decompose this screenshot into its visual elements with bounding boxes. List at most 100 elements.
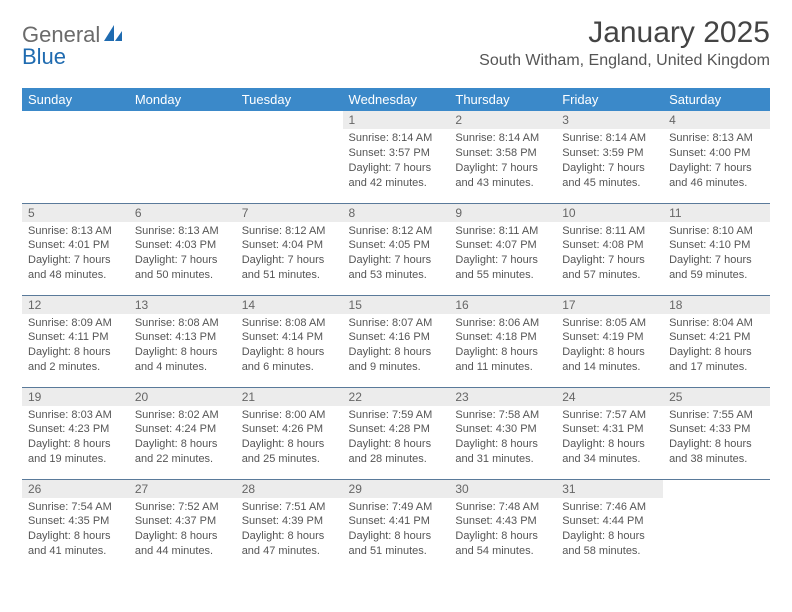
day-details: Sunrise: 7:55 AMSunset: 4:33 PMDaylight:… xyxy=(663,406,770,471)
day-details: Sunrise: 8:12 AMSunset: 4:05 PMDaylight:… xyxy=(343,222,450,287)
day-number: 5 xyxy=(22,204,129,222)
day-details: Sunrise: 7:48 AMSunset: 4:43 PMDaylight:… xyxy=(449,498,556,563)
day-number: 8 xyxy=(343,204,450,222)
brand-word-2: Blue xyxy=(22,44,66,70)
calendar-day-cell: 16Sunrise: 8:06 AMSunset: 4:18 PMDayligh… xyxy=(449,295,556,387)
day-number: 29 xyxy=(343,480,450,498)
month-title: January 2025 xyxy=(479,16,770,50)
day-details: Sunrise: 8:14 AMSunset: 3:59 PMDaylight:… xyxy=(556,129,663,194)
calendar-day-cell: 1Sunrise: 8:14 AMSunset: 3:57 PMDaylight… xyxy=(343,111,450,203)
weekday-header: Wednesday xyxy=(343,88,450,111)
day-details: Sunrise: 8:09 AMSunset: 4:11 PMDaylight:… xyxy=(22,314,129,379)
calendar-day-cell: 21Sunrise: 8:00 AMSunset: 4:26 PMDayligh… xyxy=(236,387,343,479)
day-details: Sunrise: 7:51 AMSunset: 4:39 PMDaylight:… xyxy=(236,498,343,563)
day-number: 15 xyxy=(343,296,450,314)
calendar-day-cell: 18Sunrise: 8:04 AMSunset: 4:21 PMDayligh… xyxy=(663,295,770,387)
calendar-day-cell: 13Sunrise: 8:08 AMSunset: 4:13 PMDayligh… xyxy=(129,295,236,387)
calendar-table: SundayMondayTuesdayWednesdayThursdayFrid… xyxy=(22,88,770,571)
page-header: General January 2025 South Witham, Engla… xyxy=(22,16,770,70)
calendar-day-cell: 24Sunrise: 7:57 AMSunset: 4:31 PMDayligh… xyxy=(556,387,663,479)
day-details: Sunrise: 7:52 AMSunset: 4:37 PMDaylight:… xyxy=(129,498,236,563)
calendar-week-row: 5Sunrise: 8:13 AMSunset: 4:01 PMDaylight… xyxy=(22,203,770,295)
day-details: Sunrise: 8:08 AMSunset: 4:13 PMDaylight:… xyxy=(129,314,236,379)
weekday-header: Tuesday xyxy=(236,88,343,111)
calendar-day-cell: 11Sunrise: 8:10 AMSunset: 4:10 PMDayligh… xyxy=(663,203,770,295)
day-number: 6 xyxy=(129,204,236,222)
day-details: Sunrise: 8:08 AMSunset: 4:14 PMDaylight:… xyxy=(236,314,343,379)
day-details: Sunrise: 8:13 AMSunset: 4:01 PMDaylight:… xyxy=(22,222,129,287)
calendar-day-cell xyxy=(663,479,770,571)
calendar-day-cell xyxy=(22,111,129,203)
calendar-day-cell: 7Sunrise: 8:12 AMSunset: 4:04 PMDaylight… xyxy=(236,203,343,295)
day-details: Sunrise: 8:00 AMSunset: 4:26 PMDaylight:… xyxy=(236,406,343,471)
day-details: Sunrise: 7:58 AMSunset: 4:30 PMDaylight:… xyxy=(449,406,556,471)
day-number: 28 xyxy=(236,480,343,498)
calendar-day-cell: 28Sunrise: 7:51 AMSunset: 4:39 PMDayligh… xyxy=(236,479,343,571)
day-number: 2 xyxy=(449,111,556,129)
day-number: 18 xyxy=(663,296,770,314)
weekday-header: Sunday xyxy=(22,88,129,111)
day-number: 4 xyxy=(663,111,770,129)
calendar-day-cell: 10Sunrise: 8:11 AMSunset: 4:08 PMDayligh… xyxy=(556,203,663,295)
brand-sail-icon xyxy=(102,23,124,48)
calendar-day-cell: 3Sunrise: 8:14 AMSunset: 3:59 PMDaylight… xyxy=(556,111,663,203)
calendar-day-cell: 6Sunrise: 8:13 AMSunset: 4:03 PMDaylight… xyxy=(129,203,236,295)
calendar-day-cell: 4Sunrise: 8:13 AMSunset: 4:00 PMDaylight… xyxy=(663,111,770,203)
day-number: 10 xyxy=(556,204,663,222)
calendar-day-cell: 14Sunrise: 8:08 AMSunset: 4:14 PMDayligh… xyxy=(236,295,343,387)
day-details: Sunrise: 7:49 AMSunset: 4:41 PMDaylight:… xyxy=(343,498,450,563)
day-details: Sunrise: 8:10 AMSunset: 4:10 PMDaylight:… xyxy=(663,222,770,287)
day-number: 26 xyxy=(22,480,129,498)
calendar-day-cell: 9Sunrise: 8:11 AMSunset: 4:07 PMDaylight… xyxy=(449,203,556,295)
day-number: 30 xyxy=(449,480,556,498)
location-text: South Witham, England, United Kingdom xyxy=(479,52,770,70)
day-number: 14 xyxy=(236,296,343,314)
day-details: Sunrise: 8:12 AMSunset: 4:04 PMDaylight:… xyxy=(236,222,343,287)
day-details: Sunrise: 8:14 AMSunset: 3:57 PMDaylight:… xyxy=(343,129,450,194)
day-details: Sunrise: 8:13 AMSunset: 4:03 PMDaylight:… xyxy=(129,222,236,287)
calendar-day-cell: 31Sunrise: 7:46 AMSunset: 4:44 PMDayligh… xyxy=(556,479,663,571)
day-details: Sunrise: 8:06 AMSunset: 4:18 PMDaylight:… xyxy=(449,314,556,379)
weekday-header: Friday xyxy=(556,88,663,111)
day-details: Sunrise: 7:57 AMSunset: 4:31 PMDaylight:… xyxy=(556,406,663,471)
weekday-header: Monday xyxy=(129,88,236,111)
day-details: Sunrise: 8:03 AMSunset: 4:23 PMDaylight:… xyxy=(22,406,129,471)
weekday-header: Thursday xyxy=(449,88,556,111)
calendar-day-cell: 19Sunrise: 8:03 AMSunset: 4:23 PMDayligh… xyxy=(22,387,129,479)
day-number: 7 xyxy=(236,204,343,222)
calendar-day-cell: 2Sunrise: 8:14 AMSunset: 3:58 PMDaylight… xyxy=(449,111,556,203)
calendar-day-cell: 17Sunrise: 8:05 AMSunset: 4:19 PMDayligh… xyxy=(556,295,663,387)
day-number: 23 xyxy=(449,388,556,406)
day-number: 3 xyxy=(556,111,663,129)
day-number: 13 xyxy=(129,296,236,314)
day-number: 1 xyxy=(343,111,450,129)
calendar-day-cell: 25Sunrise: 7:55 AMSunset: 4:33 PMDayligh… xyxy=(663,387,770,479)
day-number: 20 xyxy=(129,388,236,406)
calendar-day-cell xyxy=(129,111,236,203)
day-details: Sunrise: 8:05 AMSunset: 4:19 PMDaylight:… xyxy=(556,314,663,379)
day-details: Sunrise: 8:13 AMSunset: 4:00 PMDaylight:… xyxy=(663,129,770,194)
day-details: Sunrise: 8:11 AMSunset: 4:08 PMDaylight:… xyxy=(556,222,663,287)
day-number: 17 xyxy=(556,296,663,314)
day-number: 21 xyxy=(236,388,343,406)
day-details: Sunrise: 8:02 AMSunset: 4:24 PMDaylight:… xyxy=(129,406,236,471)
calendar-head: SundayMondayTuesdayWednesdayThursdayFrid… xyxy=(22,88,770,111)
calendar-week-row: 26Sunrise: 7:54 AMSunset: 4:35 PMDayligh… xyxy=(22,479,770,571)
day-details: Sunrise: 8:04 AMSunset: 4:21 PMDaylight:… xyxy=(663,314,770,379)
day-number: 22 xyxy=(343,388,450,406)
calendar-day-cell: 20Sunrise: 8:02 AMSunset: 4:24 PMDayligh… xyxy=(129,387,236,479)
title-block: January 2025 South Witham, England, Unit… xyxy=(479,16,770,70)
calendar-day-cell xyxy=(236,111,343,203)
calendar-day-cell: 15Sunrise: 8:07 AMSunset: 4:16 PMDayligh… xyxy=(343,295,450,387)
calendar-week-row: 19Sunrise: 8:03 AMSunset: 4:23 PMDayligh… xyxy=(22,387,770,479)
calendar-day-cell: 12Sunrise: 8:09 AMSunset: 4:11 PMDayligh… xyxy=(22,295,129,387)
day-number: 12 xyxy=(22,296,129,314)
day-number: 16 xyxy=(449,296,556,314)
day-number: 25 xyxy=(663,388,770,406)
calendar-week-row: 1Sunrise: 8:14 AMSunset: 3:57 PMDaylight… xyxy=(22,111,770,203)
calendar-body: 1Sunrise: 8:14 AMSunset: 3:57 PMDaylight… xyxy=(22,111,770,571)
weekday-header: Saturday xyxy=(663,88,770,111)
calendar-week-row: 12Sunrise: 8:09 AMSunset: 4:11 PMDayligh… xyxy=(22,295,770,387)
calendar-day-cell: 5Sunrise: 8:13 AMSunset: 4:01 PMDaylight… xyxy=(22,203,129,295)
calendar-day-cell: 8Sunrise: 8:12 AMSunset: 4:05 PMDaylight… xyxy=(343,203,450,295)
